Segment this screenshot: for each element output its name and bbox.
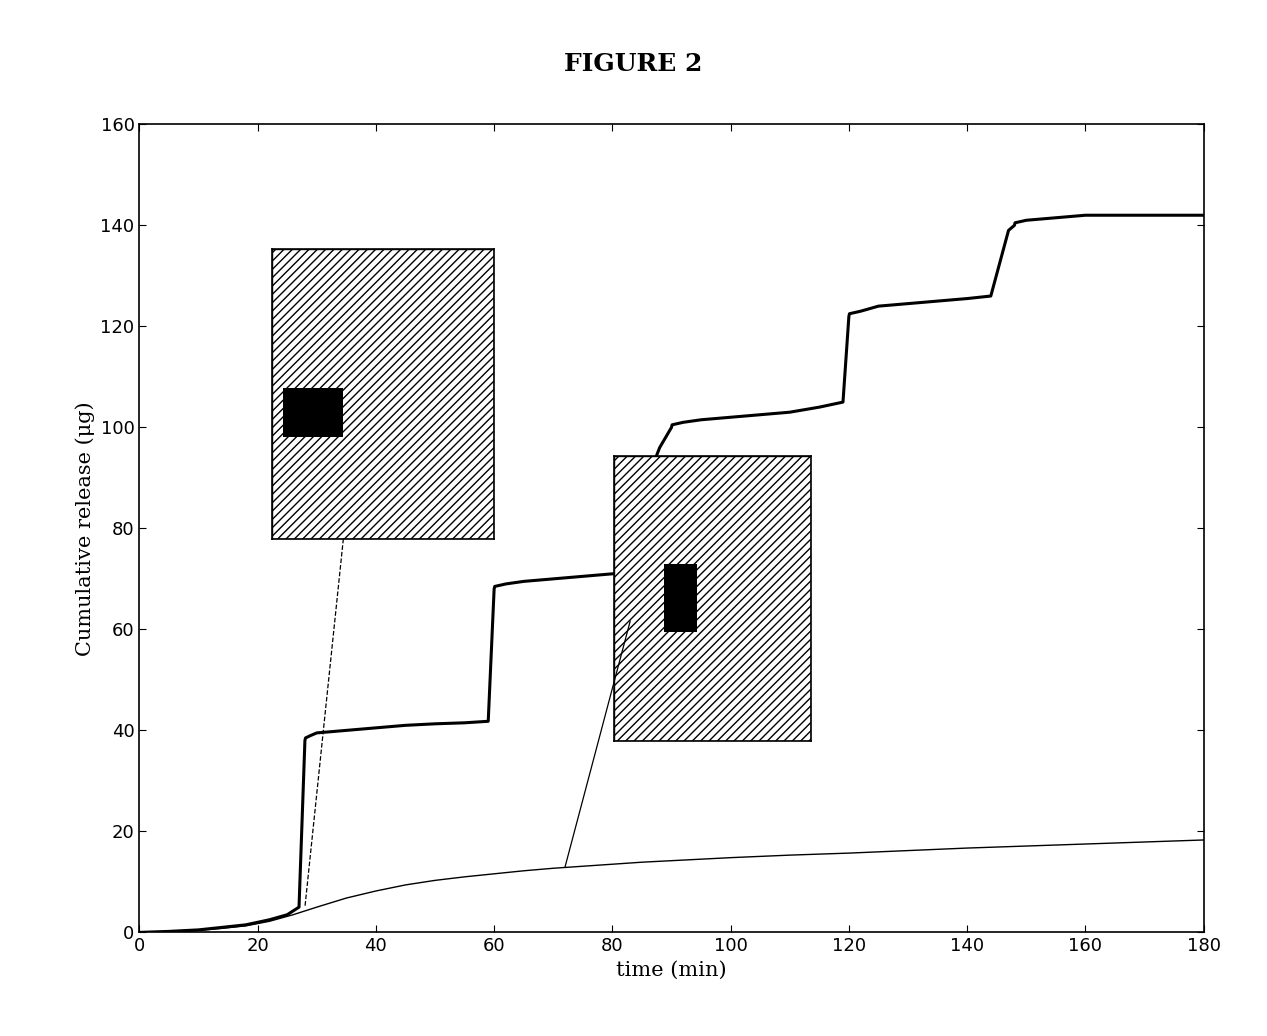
X-axis label: time (min): time (min)	[616, 960, 727, 980]
Text: FIGURE 2: FIGURE 2	[564, 52, 703, 76]
Y-axis label: Cumulative release (μg): Cumulative release (μg)	[75, 401, 95, 656]
Bar	[284, 387, 343, 437]
Bar	[664, 564, 697, 632]
